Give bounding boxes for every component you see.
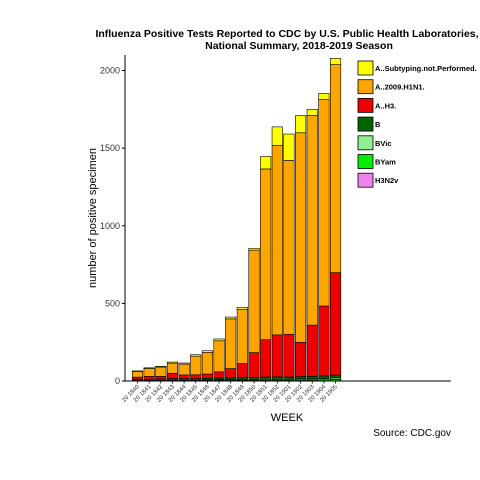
bar-A..H3.-20 1847: [213, 371, 225, 379]
bar-A..Subtyping.not.Performed.-20 1849: [236, 306, 248, 310]
bar-A..H3.-20 1852: [271, 334, 283, 378]
bar-A..H3.-20 1849: [236, 363, 248, 378]
bar-B-20 1905: [329, 374, 342, 379]
bar-A..2009.H1N1.-20 1840: [131, 371, 144, 378]
chart-title-line-1: Influenza Positive Tests Reported to CDC…: [95, 28, 478, 40]
bar-A..H3.-20 1851: [260, 339, 272, 378]
bar-A..2009.H1N1.-20 1845: [190, 355, 202, 376]
bar-A..Subtyping.not.Performed.-20 1845: [190, 354, 202, 357]
bar-A..2009.H1N1.-20 1846: [201, 351, 213, 375]
bar-A..2009.H1N1.-20 1902: [295, 132, 307, 343]
bar-B-20 1901: [283, 376, 295, 380]
bar-A..Subtyping.not.Performed.-20 1902: [295, 115, 307, 134]
legend-swatch-A..H3.: [357, 98, 374, 113]
legend-swatch-A..Subtyping.not.Performed.: [357, 60, 374, 76]
bar-A..2009.H1N1.-20 1905: [329, 64, 342, 273]
bar-A..Subtyping.not.Performed.-20 1852: [271, 126, 283, 146]
bar-B-20 1851: [260, 376, 272, 380]
legend-swatch-BYam: [357, 154, 374, 169]
bar-area: [131, 58, 342, 382]
bar-A..Subtyping.not.Performed.-20 1904: [318, 93, 330, 100]
legend-swatch-BVic: [357, 135, 374, 151]
legend-label-A..Subtyping.not.Performed.: A..Subtyping.not.Performed.: [375, 64, 477, 73]
bar-A..Subtyping.not.Performed.-20 1901: [283, 133, 295, 161]
legend: A..Subtyping.not.Performed. A..2009.H1N1.…: [357, 60, 477, 188]
bar-A..2009.H1N1.-20 1901: [283, 160, 295, 335]
bar-A..H3.-20 1846: [201, 373, 213, 379]
bar-B-20 1904: [318, 375, 330, 379]
legend-swatch-H3N2v: [357, 172, 374, 188]
bar-B-20 1902: [295, 376, 307, 380]
bar-A..2009.H1N1.-20 1849: [236, 308, 248, 364]
bar-A..Subtyping.not.Performed.-20 1842: [155, 365, 167, 368]
bar-A..H3.-20 1904: [318, 305, 330, 377]
bar-A..Subtyping.not.Performed.-20 1844: [178, 362, 190, 365]
source-note: Source: CDC.gov: [373, 428, 451, 439]
bar-A..Subtyping.not.Performed.-20 1848: [225, 316, 237, 320]
bar-A..H3.-20 1843: [166, 372, 178, 379]
bar-A..2009.H1N1.-20 1852: [271, 145, 283, 336]
bar-A..2009.H1N1.-20 1848: [225, 318, 237, 369]
bar-A..H3.-20 1901: [283, 333, 295, 378]
bar-A..2009.H1N1.-20 1844: [178, 363, 190, 376]
bar-B-20 1903: [306, 376, 318, 380]
y-axis: 0 500 1000 1500 2000: [100, 55, 126, 386]
bar-A..H3.-20 1840: [131, 376, 144, 380]
bar-A..Subtyping.not.Performed.-20 1905: [329, 58, 342, 65]
bar-A..H3.-20 1850: [248, 352, 260, 378]
bar-A..Subtyping.not.Performed.-20 1846: [201, 350, 213, 353]
y-axis-label: number of positive specimen: [87, 148, 99, 288]
bar-A..H3.-20 1848: [225, 368, 237, 379]
bar-A..2009.H1N1.-20 1841: [143, 368, 155, 377]
bar-A..Subtyping.not.Performed.-20 1841: [143, 367, 155, 369]
bar-A..2009.H1N1.-20 1843: [166, 362, 178, 374]
y-tick-label-1500: 1500: [100, 143, 120, 153]
bar-A..Subtyping.not.Performed.-20 1850: [248, 247, 260, 251]
bar-A..2009.H1N1.-20 1904: [318, 99, 330, 307]
bar-A..H3.-20 1844: [178, 374, 190, 379]
bar-A..H3.-20 1841: [143, 376, 155, 380]
legend-label-A..2009.H1N1.: A..2009.H1N1.: [375, 83, 425, 92]
legend-label-BVic: BVic: [375, 139, 392, 148]
y-tick-label-2000: 2000: [100, 66, 120, 76]
bar-A..Subtyping.not.Performed.-20 1851: [260, 156, 272, 170]
x-axis-label: WEEK: [271, 412, 304, 424]
bar-B-20 1850: [248, 377, 260, 380]
bar-A..H3.-20 1902: [295, 342, 307, 377]
bar-A..2009.H1N1.-20 1847: [213, 340, 225, 373]
legend-label-BYam: BYam: [375, 158, 396, 167]
y-tick-label-0: 0: [115, 376, 120, 386]
legend-swatch-A..2009.H1N1.: [357, 79, 374, 95]
legend-label-A..H3.: A..H3.: [375, 101, 396, 110]
bar-A..2009.H1N1.-20 1842: [155, 366, 167, 377]
bar-A..H3.-20 1905: [329, 272, 342, 376]
bar-A..H3.-20 1842: [155, 376, 167, 380]
bar-A..H3.-20 1903: [306, 324, 318, 377]
bar-A..Subtyping.not.Performed.-20 1903: [306, 109, 318, 116]
bar-A..2009.H1N1.-20 1851: [260, 168, 272, 341]
bar-B-20 1852: [271, 376, 283, 380]
bar-A..2009.H1N1.-20 1850: [248, 249, 260, 353]
bar-A..Subtyping.not.Performed.-20 1840: [131, 370, 144, 372]
chart-title-line-2: National Summary, 2018-2019 Season: [205, 40, 393, 52]
legend-swatch-B: [357, 116, 374, 132]
bar-A..Subtyping.not.Performed.-20 1847: [213, 338, 225, 342]
legend-label-B: B: [375, 120, 381, 129]
bar-A..Subtyping.not.Performed.-20 1843: [166, 361, 178, 364]
legend-label-H3N2v: H3N2v: [375, 176, 399, 185]
bar-A..H3.-20 1845: [190, 374, 202, 379]
y-tick-label-500: 500: [105, 298, 120, 308]
bar-A..2009.H1N1.-20 1903: [306, 115, 318, 326]
y-tick-label-1000: 1000: [100, 221, 120, 231]
